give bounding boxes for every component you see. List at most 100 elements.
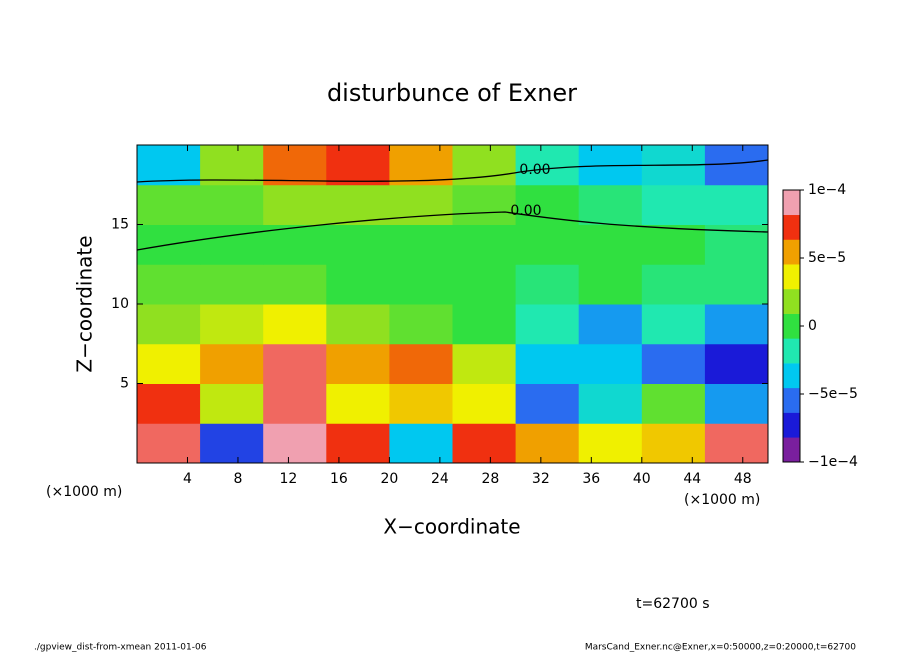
contour-label: 0.00 <box>510 203 541 219</box>
heat-cell <box>326 224 390 265</box>
heat-cell <box>137 145 201 186</box>
heat-cell <box>389 423 453 464</box>
heat-cell <box>452 304 517 345</box>
colorbar-band <box>783 214 800 240</box>
colorbar-band <box>783 264 800 290</box>
heat-cell <box>704 145 769 186</box>
x-tick-label: 28 <box>481 471 499 487</box>
heat-cell <box>641 304 706 345</box>
heat-cell <box>326 423 390 464</box>
heat-cell <box>200 304 264 345</box>
heat-cell <box>641 224 706 265</box>
chart-title: disturbunce of Exner <box>327 79 577 107</box>
colorbar-tick-label: 1e−4 <box>808 182 846 198</box>
heat-cell <box>704 264 769 305</box>
heat-cell <box>263 304 327 345</box>
heat-cell <box>326 304 390 345</box>
heat-cell <box>515 264 580 305</box>
heat-cell <box>704 343 769 384</box>
colorbar-tick-label: 5e−5 <box>808 250 846 266</box>
heat-cell <box>200 145 264 186</box>
x-tick-label: 12 <box>280 471 298 487</box>
contour-line <box>136 159 769 183</box>
heat-cell <box>389 304 453 345</box>
heat-cell <box>578 423 643 464</box>
heat-cell <box>704 423 769 464</box>
heat-cell <box>263 423 327 464</box>
x-tick-label: 4 <box>183 471 192 487</box>
colorbar-tick-label: 0 <box>808 318 817 334</box>
heat-cell <box>326 383 390 424</box>
x-tick-label: 8 <box>233 471 242 487</box>
heat-cell <box>515 224 580 265</box>
heat-cell <box>326 184 390 225</box>
heat-cell <box>515 304 580 345</box>
heat-cell <box>452 264 517 305</box>
heat-cell <box>641 423 706 464</box>
heat-cell <box>452 383 517 424</box>
heat-cell <box>578 184 643 225</box>
heat-cell <box>641 264 706 305</box>
heat-cell <box>200 423 264 464</box>
heat-cell <box>578 224 643 265</box>
heat-cell <box>515 383 580 424</box>
heat-cell <box>515 423 580 464</box>
heat-cell <box>137 184 201 225</box>
x-tick-label: 40 <box>633 471 651 487</box>
colorbar-tick-label: −5e−5 <box>808 386 858 402</box>
x-unit-label: (×1000 m) <box>684 492 760 508</box>
x-tick-label: 24 <box>431 471 449 487</box>
heat-cell <box>389 343 453 384</box>
heat-cell <box>200 264 264 305</box>
heat-cell <box>641 383 706 424</box>
colorbar-band <box>783 363 800 389</box>
heat-cell <box>137 304 201 345</box>
x-tick-label: 20 <box>380 471 398 487</box>
x-tick-label: 48 <box>734 471 752 487</box>
x-unit-label: (×1000 m) <box>46 484 122 500</box>
heat-cell <box>137 343 201 384</box>
heat-cell <box>578 264 643 305</box>
colorbar-band <box>783 190 800 216</box>
x-tick-label: 44 <box>683 471 701 487</box>
contour-line <box>136 211 769 251</box>
heat-cell <box>389 224 453 265</box>
heat-cell <box>263 224 327 265</box>
colorbar-band <box>783 338 800 364</box>
heat-cell <box>200 224 264 265</box>
heat-cell <box>389 184 453 225</box>
heat-cell <box>200 184 264 225</box>
heat-cell <box>389 145 453 186</box>
heat-cell <box>263 184 327 225</box>
y-tick-label: 10 <box>111 296 129 312</box>
heat-cell <box>263 383 327 424</box>
heat-cell <box>200 343 264 384</box>
x-axis-label: X−coordinate <box>383 515 520 539</box>
colorbar-band <box>783 239 800 265</box>
heat-cell <box>389 383 453 424</box>
colorbar-band <box>783 288 800 314</box>
y-axis-label: Z−coordinate <box>73 235 97 372</box>
heat-cell <box>326 264 390 305</box>
heat-cell <box>452 423 517 464</box>
y-tick-label: 5 <box>120 376 129 392</box>
heat-cell <box>326 343 390 384</box>
heat-cell <box>137 383 201 424</box>
colorbar-tick-label: −1e−4 <box>808 454 858 470</box>
heat-cell <box>515 343 580 384</box>
colorbar-band <box>783 437 800 463</box>
heat-cell <box>389 264 453 305</box>
heat-cell <box>263 145 327 186</box>
heat-cell <box>515 145 580 186</box>
heat-cell <box>326 145 390 186</box>
colorbar-band <box>783 313 800 339</box>
x-tick-label: 36 <box>582 471 600 487</box>
heat-cell <box>263 264 327 305</box>
time-label: t=62700 s <box>636 596 710 612</box>
footer-left: ./gpview_dist-from-xmean 2011-01-06 <box>34 643 207 653</box>
heat-cell <box>641 343 706 384</box>
heat-cell <box>452 343 517 384</box>
contour-label: 0.00 <box>519 162 550 178</box>
